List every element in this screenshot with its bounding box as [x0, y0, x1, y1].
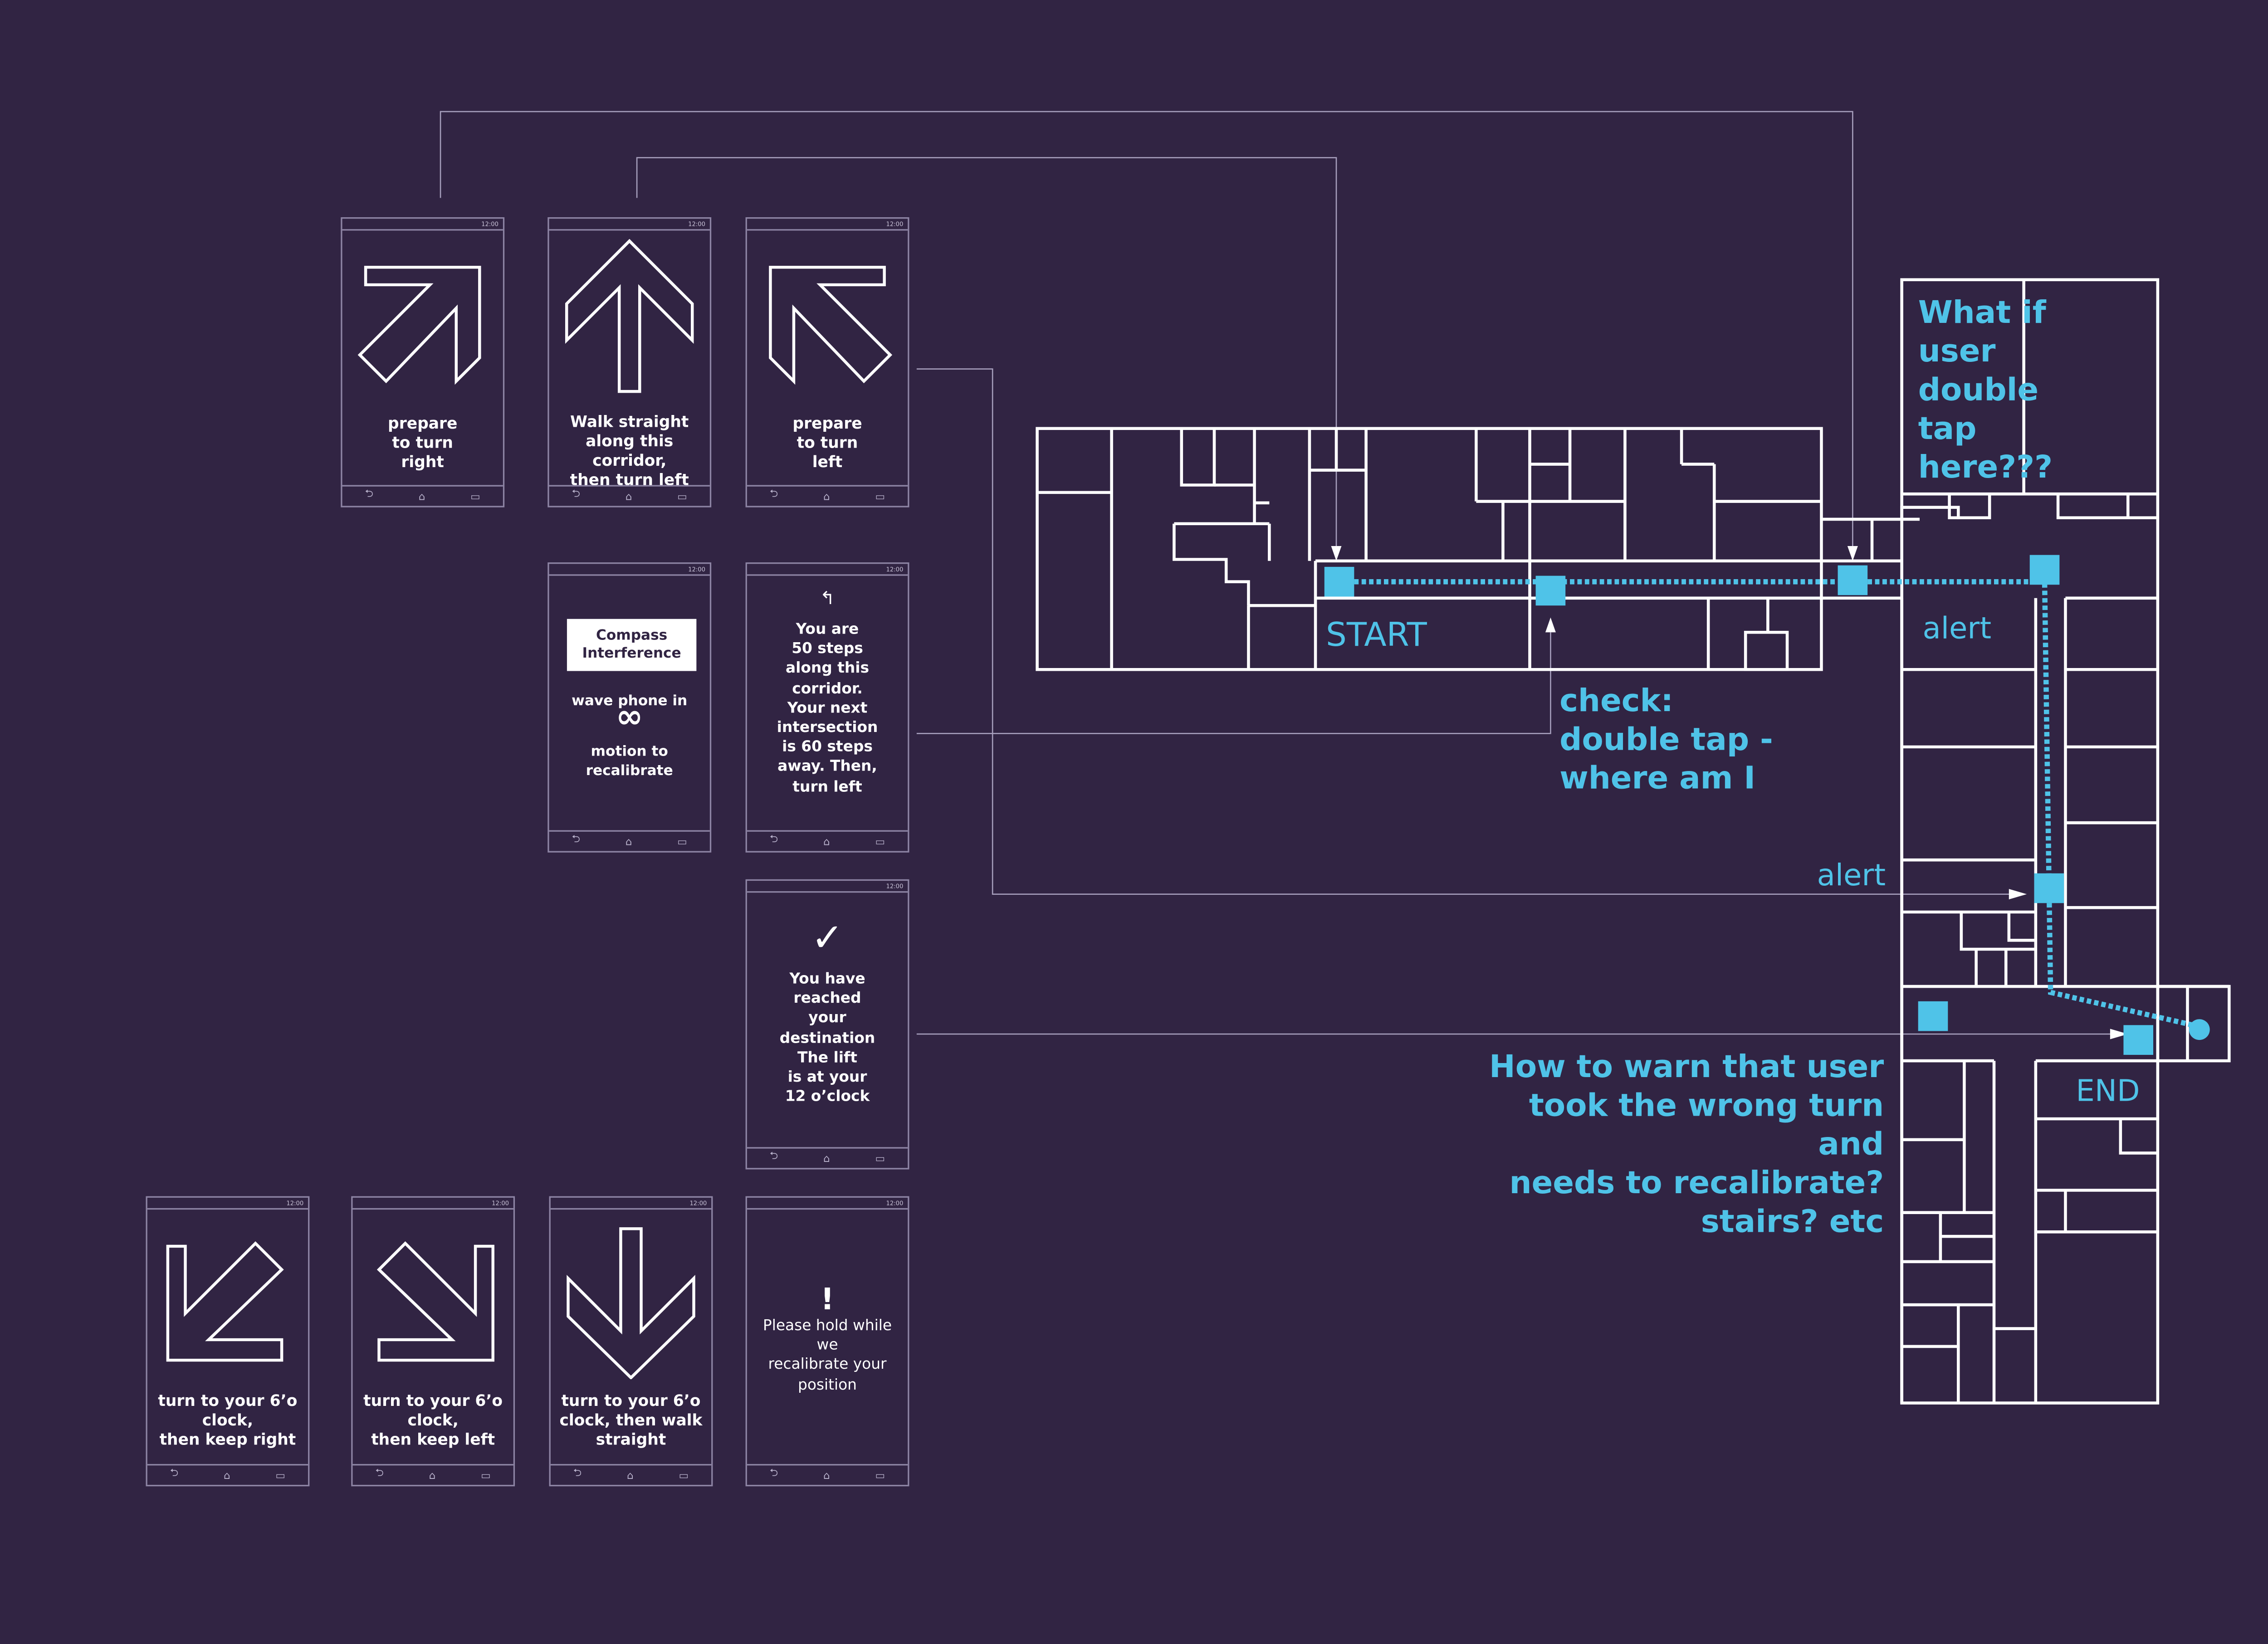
home-icon[interactable]: ⌂ — [627, 1469, 634, 1481]
status-bar: 12:00 — [147, 1198, 308, 1210]
annotation-double-tap: What if user double tap here??? — [1918, 294, 2053, 485]
alert-label-mid: alert — [1817, 857, 1886, 893]
android-navbar: ⮌ ⌂ ▭ — [549, 830, 710, 851]
start-label: START — [1326, 617, 1427, 655]
phone-screen-destination: 12:00 ✓ You have reached your destinatio… — [745, 879, 909, 1170]
status-bar: 12:00 — [747, 1198, 908, 1210]
alert-label-top: alert — [1922, 610, 1992, 646]
android-navbar: ⮌ ⌂ ▭ — [747, 1147, 908, 1168]
exclamation-icon: ! — [821, 1281, 834, 1317]
screen-instruction: turn to your 6’o clock, then walk straig… — [559, 1392, 703, 1449]
back-icon[interactable]: ⮌ — [769, 488, 778, 500]
infinity-icon: ∞ — [616, 699, 643, 737]
arrow-down-right-icon — [353, 1215, 513, 1379]
android-navbar: ⮌ ⌂ ▭ — [747, 485, 908, 506]
android-navbar: ⮌ ⌂ ▭ — [549, 485, 710, 506]
phone-screen-prepare-left: 12:00 prepare to turn left ⮌ ⌂ ▭ — [745, 217, 909, 507]
phone-screen-keep-left: 12:00 turn to your 6’o clock, then keep … — [351, 1196, 515, 1487]
recents-icon[interactable]: ▭ — [677, 835, 687, 848]
screen-instruction-top: wave phone in — [572, 693, 688, 710]
recents-icon[interactable]: ▭ — [677, 490, 687, 502]
recents-icon[interactable]: ▭ — [875, 1152, 885, 1165]
status-bar: 12:00 — [747, 564, 908, 576]
annotation-check: check: double tap - where am I — [1559, 683, 1773, 796]
back-icon[interactable]: ⮌ — [572, 488, 580, 500]
home-icon[interactable]: ⌂ — [418, 490, 425, 502]
recents-icon[interactable]: ▭ — [875, 835, 885, 848]
screen-instruction: turn to your 6’o clock, then keep right — [158, 1392, 298, 1449]
phone-screen-walk-back: 12:00 turn to your 6’o clock, then walk … — [549, 1196, 713, 1487]
recents-icon[interactable]: ▭ — [275, 1469, 286, 1481]
recents-icon[interactable]: ▭ — [470, 490, 480, 502]
arrow-up-right-icon — [342, 237, 503, 400]
home-icon[interactable]: ⌂ — [429, 1469, 436, 1481]
home-icon[interactable]: ⌂ — [625, 835, 632, 848]
status-bar: 12:00 — [550, 1198, 712, 1210]
compass-warning-box: Compass Interference — [567, 619, 697, 671]
android-navbar: ⮌ ⌂ ▭ — [550, 1464, 712, 1485]
recents-icon[interactable]: ▭ — [481, 1469, 491, 1481]
back-icon[interactable]: ⮌ — [375, 1467, 384, 1479]
home-icon[interactable]: ⌂ — [823, 490, 830, 502]
back-icon[interactable]: ⮌ — [170, 1467, 179, 1479]
android-navbar: ⮌ ⌂ ▭ — [747, 1464, 908, 1485]
back-icon[interactable]: ⮌ — [769, 1150, 778, 1162]
arrow-down-icon — [551, 1215, 711, 1380]
phone-screen-prepare-right: 12:00 prepare to turn right ⮌ ⌂ ▭ — [341, 217, 505, 507]
status-bar: 12:00 — [352, 1198, 513, 1210]
android-navbar: ⮌ ⌂ ▭ — [352, 1464, 513, 1485]
phone-screen-compass: 12:00 Compass Interference wave phone in… — [547, 562, 712, 853]
phone-screen-walk-straight: 12:00 Walk straight along this corridor,… — [547, 217, 712, 507]
home-icon[interactable]: ⌂ — [625, 490, 632, 502]
annotation-warn: How to warn that user took the wrong tur… — [1489, 1049, 1884, 1239]
back-icon[interactable]: ⮌ — [573, 1467, 582, 1479]
phone-screen-steps: 12:00 ↰ You are 50 steps along this corr… — [745, 562, 909, 853]
screen-instruction: turn to your 6’o clock, then keep left — [363, 1392, 503, 1449]
home-icon[interactable]: ⌂ — [223, 1469, 230, 1481]
home-icon[interactable]: ⌂ — [823, 1152, 830, 1165]
status-bar: 12:00 — [747, 219, 908, 231]
checkmark-icon: ✓ — [811, 916, 844, 961]
arrow-up-icon — [549, 237, 710, 400]
recents-icon[interactable]: ▭ — [679, 1469, 689, 1481]
screen-instruction: prepare to turn right — [388, 415, 458, 472]
status-bar: 12:00 — [549, 219, 710, 231]
recents-icon[interactable]: ▭ — [875, 1469, 885, 1481]
screen-instruction: You are 50 steps along this corridor. Yo… — [777, 622, 878, 795]
android-navbar: ⮌ ⌂ ▭ — [147, 1464, 308, 1485]
screen-instruction: You have reached your destination The li… — [779, 971, 875, 1106]
back-icon[interactable]: ⮌ — [769, 833, 778, 845]
back-icon[interactable]: ⮌ — [769, 1467, 778, 1479]
phone-screen-keep-right: 12:00 turn to your 6’o clock, then keep … — [146, 1196, 310, 1487]
android-navbar: ⮌ ⌂ ▭ — [342, 485, 503, 506]
phone-screen-recalibrate: 12:00 ! Please hold while we recalibrate… — [745, 1196, 909, 1487]
status-bar: 12:00 — [549, 564, 710, 576]
recents-icon[interactable]: ▭ — [875, 490, 885, 502]
arrow-up-left-icon — [747, 237, 908, 400]
home-icon[interactable]: ⌂ — [823, 1469, 830, 1481]
end-label: END — [2076, 1073, 2140, 1109]
android-navbar: ⮌ ⌂ ▭ — [747, 830, 908, 851]
back-icon[interactable]: ⮌ — [572, 833, 580, 845]
screen-instruction-bottom: motion to recalibrate — [586, 744, 673, 780]
status-bar: 12:00 — [747, 881, 908, 893]
status-bar: 12:00 — [342, 219, 503, 231]
back-icon[interactable]: ⮌ — [365, 488, 373, 500]
screen-instruction: prepare to turn left — [792, 415, 862, 472]
turn-left-small-icon: ↰ — [820, 587, 835, 609]
screen-instruction: Walk straight along this corridor, then … — [570, 414, 689, 490]
home-icon[interactable]: ⌂ — [823, 835, 830, 848]
screen-instruction: Please hold while we recalibrate your po… — [763, 1318, 892, 1394]
arrow-down-left-icon — [147, 1215, 308, 1379]
